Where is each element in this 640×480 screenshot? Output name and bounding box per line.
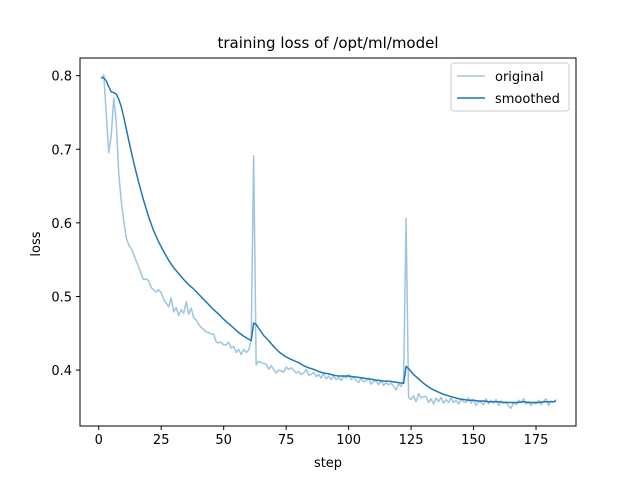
y-axis-label: loss <box>29 231 44 256</box>
x-tick-label: 100 <box>336 433 361 448</box>
x-axis: 0 25 50 75 100 125 150 175 <box>95 426 549 448</box>
x-tick-label: 50 <box>215 433 232 448</box>
legend: original smoothed <box>450 62 570 112</box>
y-tick-label: 0.4 <box>51 364 72 379</box>
legend-label-original: original <box>495 70 544 85</box>
x-tick-label: 0 <box>95 433 103 448</box>
series-layer <box>100 74 557 410</box>
y-tick-label: 0.7 <box>51 143 72 158</box>
x-tick-label: 175 <box>524 433 549 448</box>
x-tick-label: 150 <box>461 433 486 448</box>
chart-title: training loss of /opt/ml/model <box>217 34 438 52</box>
x-tick-label: 125 <box>399 433 424 448</box>
plot-frame <box>79 57 577 427</box>
y-tick-label: 0.8 <box>51 70 72 85</box>
series-line-smoothed <box>101 77 557 404</box>
y-tick-label: 0.6 <box>51 217 72 232</box>
x-axis-label: step <box>314 456 342 471</box>
y-axis: 0.4 0.5 0.6 0.7 0.8 <box>51 70 80 379</box>
x-tick-label: 25 <box>153 433 170 448</box>
legend-label-smoothed: smoothed <box>495 92 560 107</box>
legend-box <box>450 62 570 112</box>
series-line-original <box>100 74 557 410</box>
x-tick-label: 75 <box>278 433 295 448</box>
y-tick-label: 0.5 <box>51 290 72 305</box>
